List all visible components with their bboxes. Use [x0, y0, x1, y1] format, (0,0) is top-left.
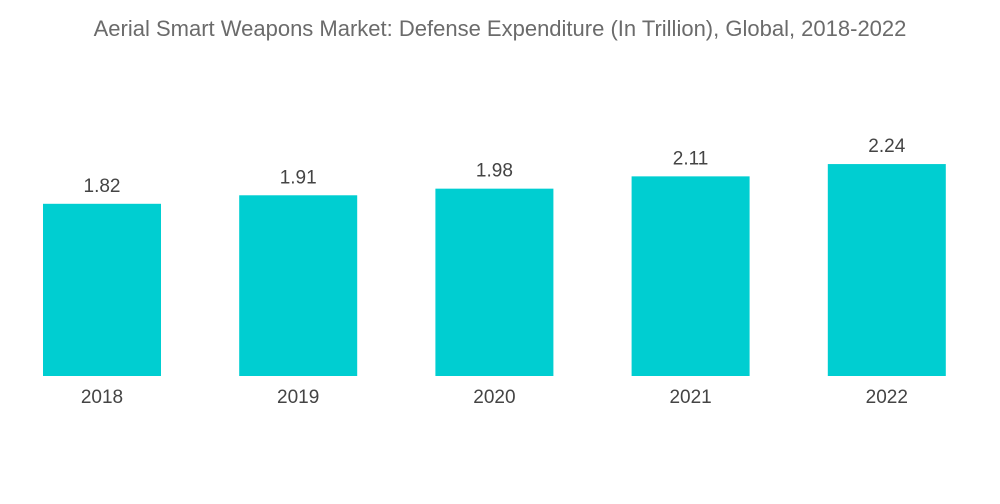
- x-tick-label: 2022: [866, 387, 908, 408]
- x-tick-label: 2021: [669, 387, 711, 408]
- bar-2019: [239, 195, 358, 376]
- x-tick-label: 2020: [473, 387, 515, 408]
- data-label: 2.11: [673, 148, 709, 169]
- bar-2022: [827, 164, 946, 376]
- x-tick-label: 2019: [277, 387, 319, 408]
- bar-2020: [435, 188, 554, 376]
- bar-2021: [631, 176, 750, 376]
- data-label: 2.24: [868, 136, 905, 157]
- data-label: 1.82: [84, 176, 121, 197]
- bar-2018: [43, 203, 161, 376]
- data-label: 1.91: [280, 167, 317, 188]
- chart-title: Aerial Smart Weapons Market: Defense Exp…: [93, 16, 907, 41]
- x-tick-label: 2018: [81, 387, 123, 408]
- data-label: 1.98: [476, 161, 513, 182]
